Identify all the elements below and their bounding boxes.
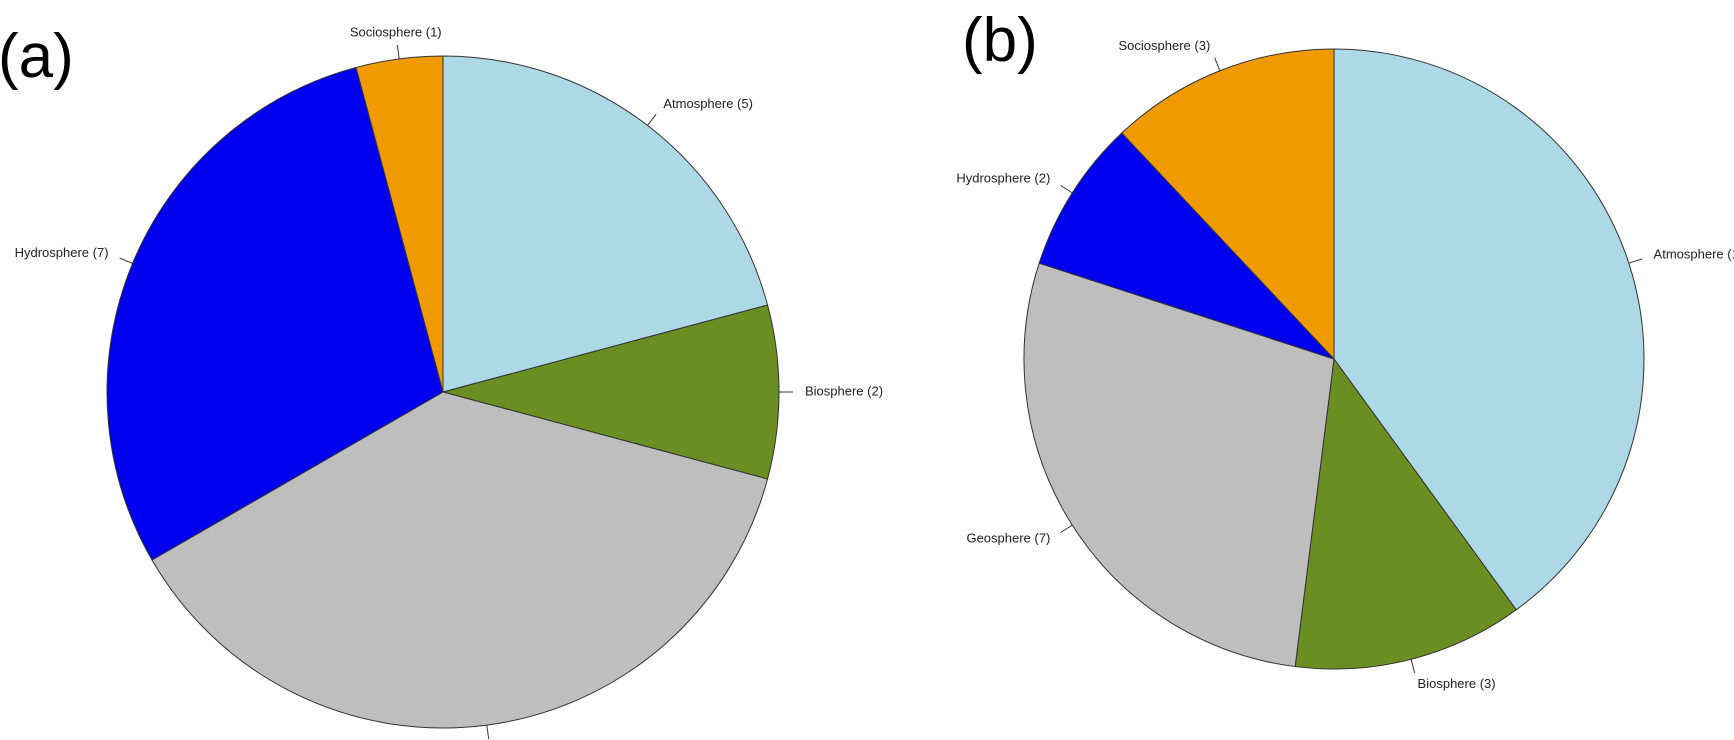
slice-label-hydrosphere: Hydrosphere (2) bbox=[956, 170, 1050, 185]
slice-label-biosphere: Biosphere (3) bbox=[1418, 676, 1496, 691]
slice-tick-sociosphere bbox=[1214, 57, 1221, 71]
slice-tick-sociosphere bbox=[396, 44, 400, 59]
slice-tick-atmosphere bbox=[647, 114, 657, 126]
slice-label-atmosphere: Atmosphere (10) bbox=[1654, 247, 1734, 262]
panel-label-a: (a) bbox=[0, 22, 74, 91]
pie-chart-a: Atmosphere (5)Biosphere (2)Geosphere (9)… bbox=[15, 25, 883, 740]
slice-label-biosphere: Biosphere (2) bbox=[805, 383, 883, 398]
slice-tick-atmosphere bbox=[1628, 258, 1643, 264]
slice-tick-geosphere bbox=[1060, 524, 1073, 534]
slice-tick-biosphere bbox=[1410, 659, 1416, 673]
pie-slice-sociosphere bbox=[355, 55, 444, 393]
pie-slice-atmosphere bbox=[442, 55, 769, 393]
slice-label-geosphere: Geosphere (7) bbox=[966, 530, 1050, 545]
slice-label-atmosphere: Atmosphere (5) bbox=[663, 96, 753, 111]
pie-slice-hydrosphere bbox=[1038, 132, 1335, 360]
slice-tick-hydrosphere bbox=[119, 257, 133, 264]
slice-label-hydrosphere: Hydrosphere (7) bbox=[15, 245, 109, 260]
pie-chart-b: Atmosphere (10) Biosphere (3) Geosphere (7… bbox=[956, 38, 1734, 691]
slice-label-sociosphere: Sociosphere (1) bbox=[350, 25, 442, 40]
pie-slice-hydrosphere bbox=[106, 66, 444, 561]
slice-tick-hydrosphere bbox=[1060, 184, 1073, 194]
pie-slice-biosphere bbox=[441, 304, 780, 480]
panel-label-b: (b) bbox=[962, 6, 1038, 75]
pie-slice-atmosphere bbox=[1333, 48, 1645, 611]
slice-label-sociosphere: Sociosphere (3) bbox=[1119, 38, 1211, 53]
pie-slice-geosphere bbox=[151, 391, 769, 729]
slice-tick-geosphere bbox=[486, 725, 490, 740]
